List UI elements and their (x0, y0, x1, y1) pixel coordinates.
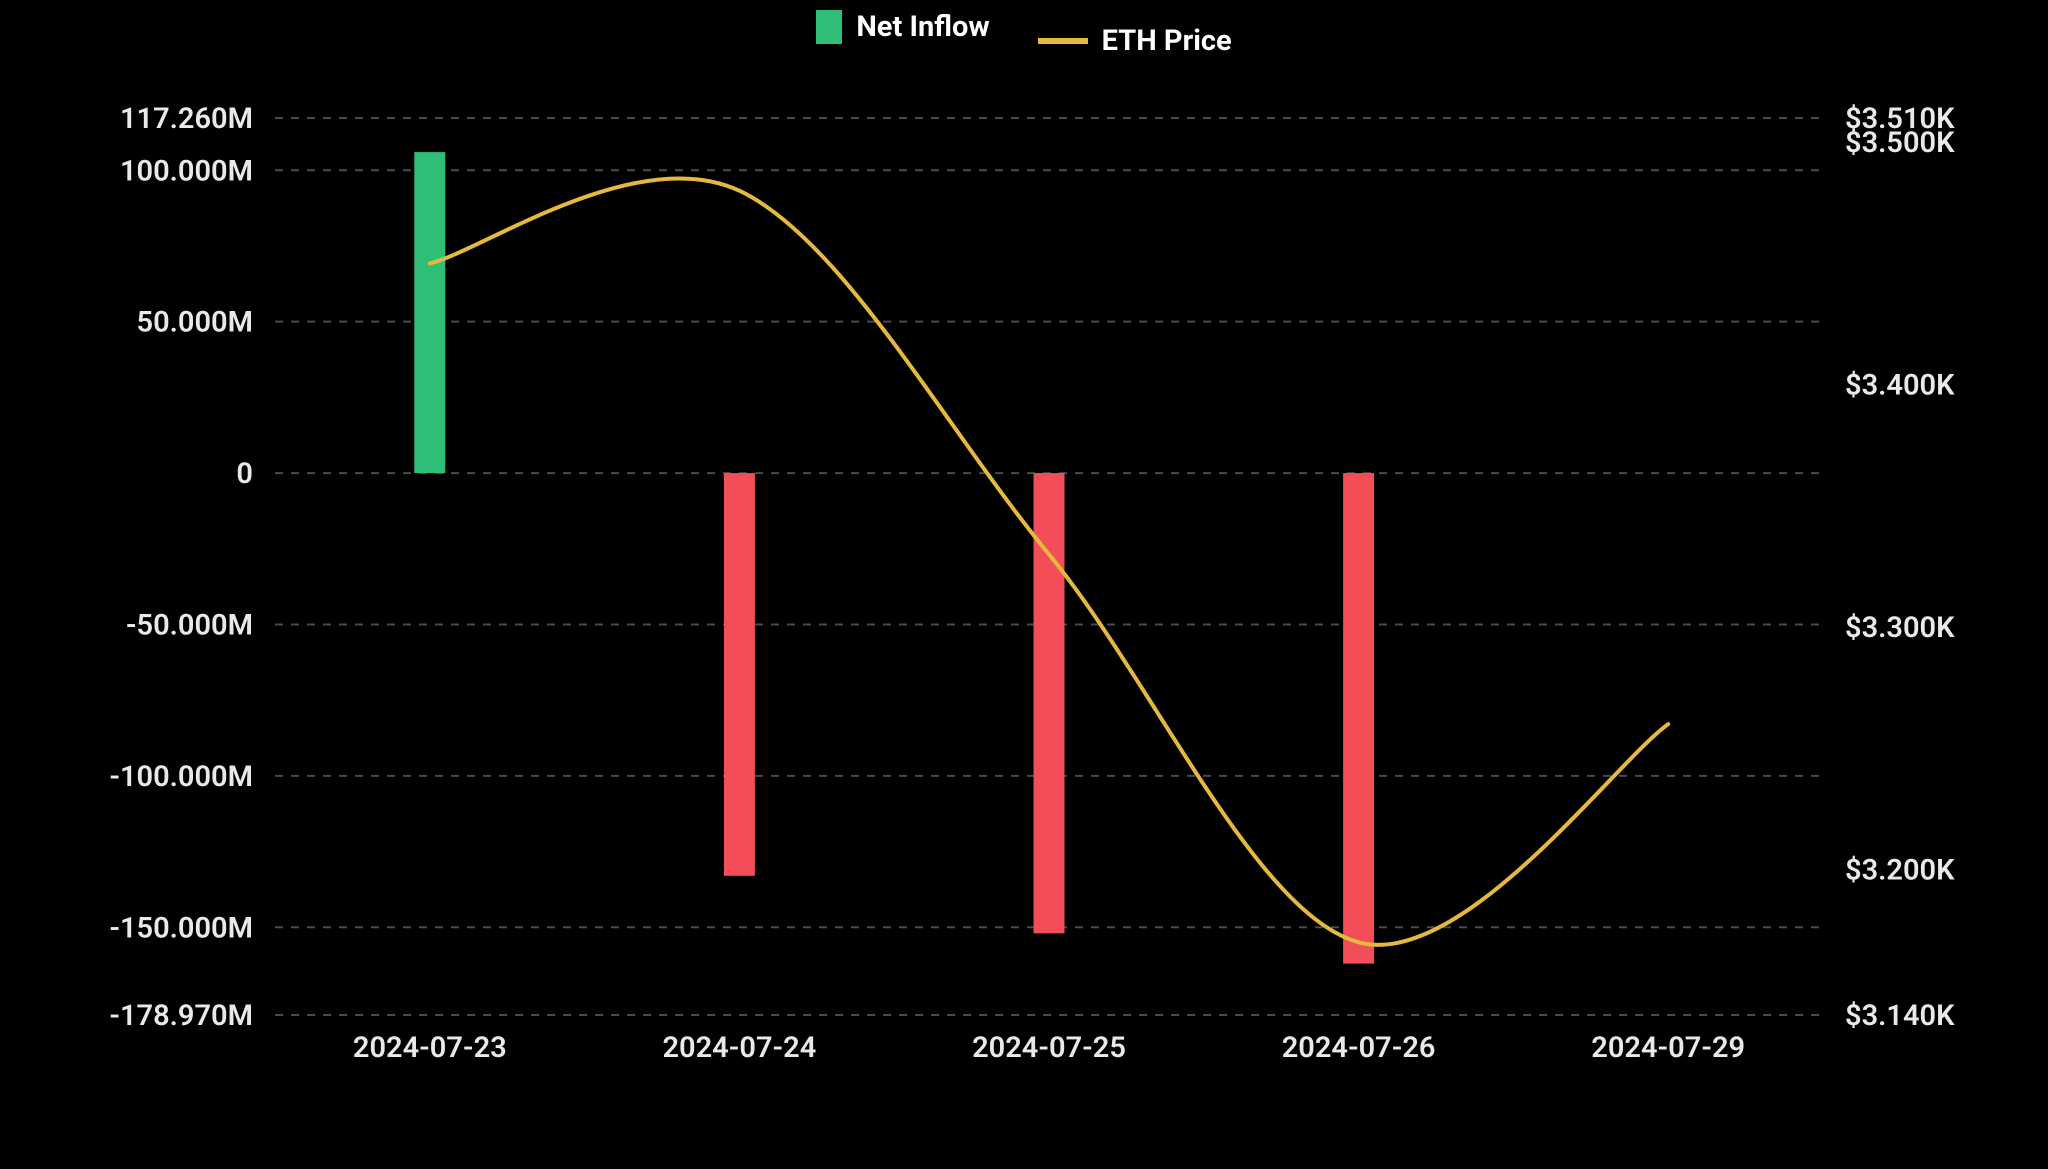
legend-swatch (816, 10, 842, 44)
x-tick-label: 2024-07-25 (972, 1031, 1126, 1065)
y-right-tick-label: $3.300K (1845, 611, 1955, 645)
legend-label: ETH Price (1102, 24, 1232, 58)
y-right-tick-label: $3.200K (1845, 854, 1955, 888)
y-left-tick-label: 0 (236, 457, 253, 491)
x-tick-label: 2024-07-26 (1282, 1031, 1436, 1065)
y-left-tick-label: -150.000M (109, 911, 253, 945)
y-right-tick-label: $3.140K (1845, 999, 1955, 1033)
y-left-tick-label: -100.000M (109, 760, 253, 794)
y-left-tick-label: -50.000M (126, 608, 253, 642)
bar (724, 473, 755, 876)
chart-svg: 117.260M 100.000M 50.000M 0 -50.000M -100.000… (0, 0, 2048, 1165)
legend-item: Net Inflow (816, 10, 989, 44)
x-tick-label: 2024-07-29 (1591, 1031, 1745, 1065)
y-left-tick-label: 50.000M (137, 306, 253, 340)
legend: Net Inflow ETH Price (0, 10, 2048, 58)
legend-swatch (1038, 38, 1088, 44)
bar (414, 152, 445, 473)
y-left-tick-label: 117.260M (120, 102, 253, 136)
chart-container: Net Inflow ETH Price 117.260M 100.000M 50.0… (0, 0, 2048, 1165)
y-left-tick-label: 100.000M (120, 154, 253, 188)
legend-label: Net Inflow (856, 10, 989, 44)
legend-item: ETH Price (1038, 24, 1232, 58)
y-right-tick-label: $3.400K (1845, 369, 1955, 403)
y-right-tick-label: $3.500K (1845, 126, 1955, 160)
y-left-tick-label: -178.970M (109, 999, 253, 1033)
bar (1343, 473, 1374, 964)
x-tick-label: 2024-07-23 (353, 1031, 507, 1065)
x-tick-label: 2024-07-24 (662, 1031, 816, 1065)
